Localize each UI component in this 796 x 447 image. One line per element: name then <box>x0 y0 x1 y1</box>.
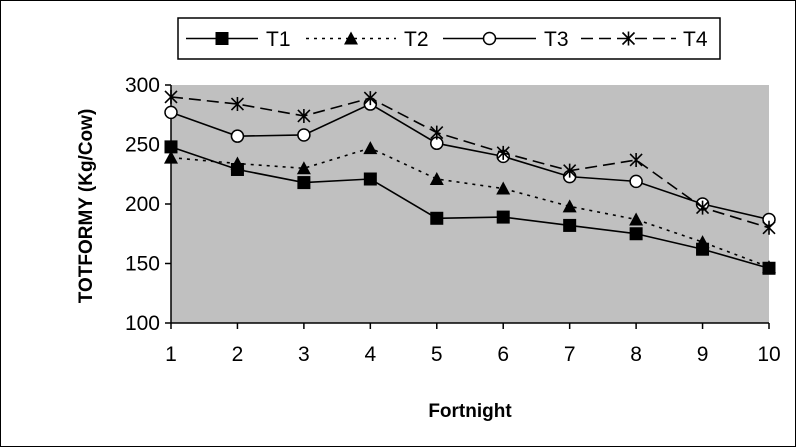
data-point <box>496 181 511 195</box>
data-point <box>164 140 178 154</box>
legend-marker <box>621 31 636 46</box>
series-layer <box>164 89 776 275</box>
data-point <box>430 211 444 225</box>
x-tick-label: 2 <box>232 343 244 366</box>
x-tick-label: 9 <box>697 343 709 366</box>
data-point <box>496 145 510 160</box>
series-t2 <box>164 141 776 274</box>
series-t4 <box>164 89 776 235</box>
data-point <box>429 172 444 186</box>
x-tick-label: 5 <box>431 343 443 366</box>
y-tick-label: 150 <box>125 253 160 276</box>
y-axis-ticks: 100 150 200 250 300 <box>125 74 171 335</box>
data-point <box>563 163 577 178</box>
data-point <box>629 227 643 241</box>
data-point <box>496 210 510 224</box>
y-axis-title: TOTFORMY (Kg/Cow) <box>76 109 97 304</box>
data-point <box>297 128 311 142</box>
data-point <box>562 199 577 213</box>
legend-item-t1: T1 <box>186 28 291 51</box>
series-line <box>170 103 770 221</box>
x-tick-label: 10 <box>757 343 780 366</box>
legend-marker <box>482 31 497 46</box>
x-axis-title: Fortnight <box>428 401 512 422</box>
series-line <box>170 147 770 268</box>
data-point <box>563 218 577 232</box>
legend-label: T1 <box>266 28 291 51</box>
data-point <box>430 125 444 140</box>
x-tick-label: 3 <box>298 343 310 366</box>
legend: T1 T2 T3 T4 <box>177 17 721 60</box>
series-line <box>170 96 770 229</box>
data-point <box>296 161 311 175</box>
legend-label: T4 <box>683 28 708 51</box>
data-point <box>762 220 776 235</box>
legend-item-t3: T3 <box>443 28 569 51</box>
data-point <box>629 212 644 226</box>
data-point <box>230 129 245 143</box>
y-tick-label: 100 <box>125 312 160 335</box>
legend-marker <box>215 32 229 45</box>
data-point <box>164 89 178 104</box>
data-point <box>695 200 710 215</box>
data-point <box>629 174 643 189</box>
legend-marker <box>344 31 358 45</box>
x-tick-label: 4 <box>364 343 376 366</box>
legend-item-t2: T2 <box>306 28 429 51</box>
data-point <box>297 176 311 190</box>
data-point <box>297 108 311 123</box>
legend-label: T3 <box>544 28 569 51</box>
data-point <box>363 91 377 106</box>
y-tick-label: 300 <box>125 74 160 97</box>
data-point <box>762 260 776 274</box>
data-point <box>363 172 377 186</box>
x-axis-ticks: 1 2 3 4 5 6 7 8 9 10 <box>165 323 781 366</box>
y-tick-label: 200 <box>125 193 160 216</box>
data-point <box>230 97 245 112</box>
data-point <box>164 105 178 120</box>
series-line <box>170 146 770 270</box>
x-tick-label: 6 <box>497 343 509 366</box>
data-point <box>695 235 710 249</box>
data-point <box>164 150 178 164</box>
legend-label: T2 <box>404 28 429 51</box>
x-tick-label: 7 <box>564 343 576 366</box>
x-tick-label: 8 <box>630 343 642 366</box>
data-point <box>230 156 245 170</box>
plot-area <box>171 85 769 323</box>
x-tick-label: 1 <box>165 343 177 366</box>
data-point <box>363 141 378 155</box>
data-point <box>629 152 643 167</box>
y-tick-label: 250 <box>125 134 160 157</box>
legend-item-t4: T4 <box>581 28 708 51</box>
